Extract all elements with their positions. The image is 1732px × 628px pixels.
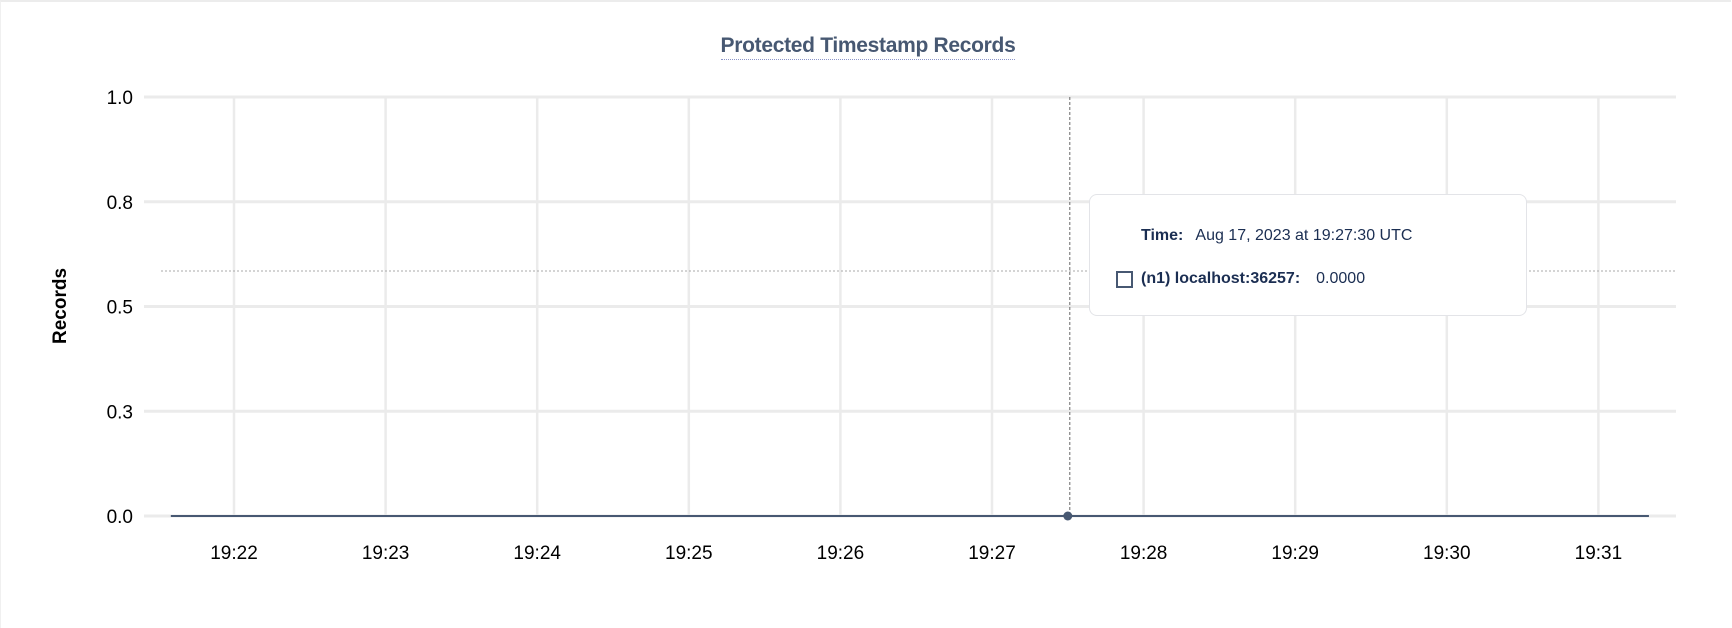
x-tick-label: 19:25 (665, 543, 713, 564)
hover-point (1063, 511, 1073, 521)
y-tick-label: 0.8 (107, 193, 133, 214)
series-swatch-icon (1116, 270, 1133, 288)
chart-title-wrap: Protected Timestamp Records (0, 34, 1732, 60)
x-tick-label: 19:24 (513, 543, 561, 564)
y-tick-label: 0.0 (107, 507, 133, 528)
hover-tooltip: Time: Aug 17, 2023 at 19:27:30 UTC (n1) l… (1089, 194, 1527, 316)
y-tick-label: 0.5 (107, 298, 133, 319)
x-tick-label: 19:30 (1423, 543, 1471, 564)
x-tick-label: 19:31 (1575, 543, 1623, 564)
tooltip-time: Time: Aug 17, 2023 at 19:27:30 UTC (1141, 227, 1412, 245)
tooltip-series-label: (n1) localhost:36257: (1141, 270, 1301, 287)
x-tick-label: 19:26 (817, 543, 865, 564)
tooltip-time-label: Time: (1141, 227, 1184, 244)
y-tick-label: 0.3 (107, 402, 133, 423)
tooltip-series-row: (n1) localhost:36257: 0.0000 (1116, 270, 1365, 288)
chart-title[interactable]: Protected Timestamp Records (720, 34, 1016, 60)
tooltip-time-value: Aug 17, 2023 at 19:27:30 UTC (1195, 227, 1413, 244)
y-tick-label: 1.0 (107, 88, 133, 109)
x-tick-label: 19:22 (210, 543, 258, 564)
x-tick-label: 19:28 (1120, 543, 1168, 564)
tooltip-series-value: 0.0000 (1316, 270, 1366, 287)
x-tick-label: 19:23 (362, 543, 410, 564)
x-tick-label: 19:29 (1271, 543, 1319, 564)
x-tick-label: 19:27 (968, 543, 1016, 564)
